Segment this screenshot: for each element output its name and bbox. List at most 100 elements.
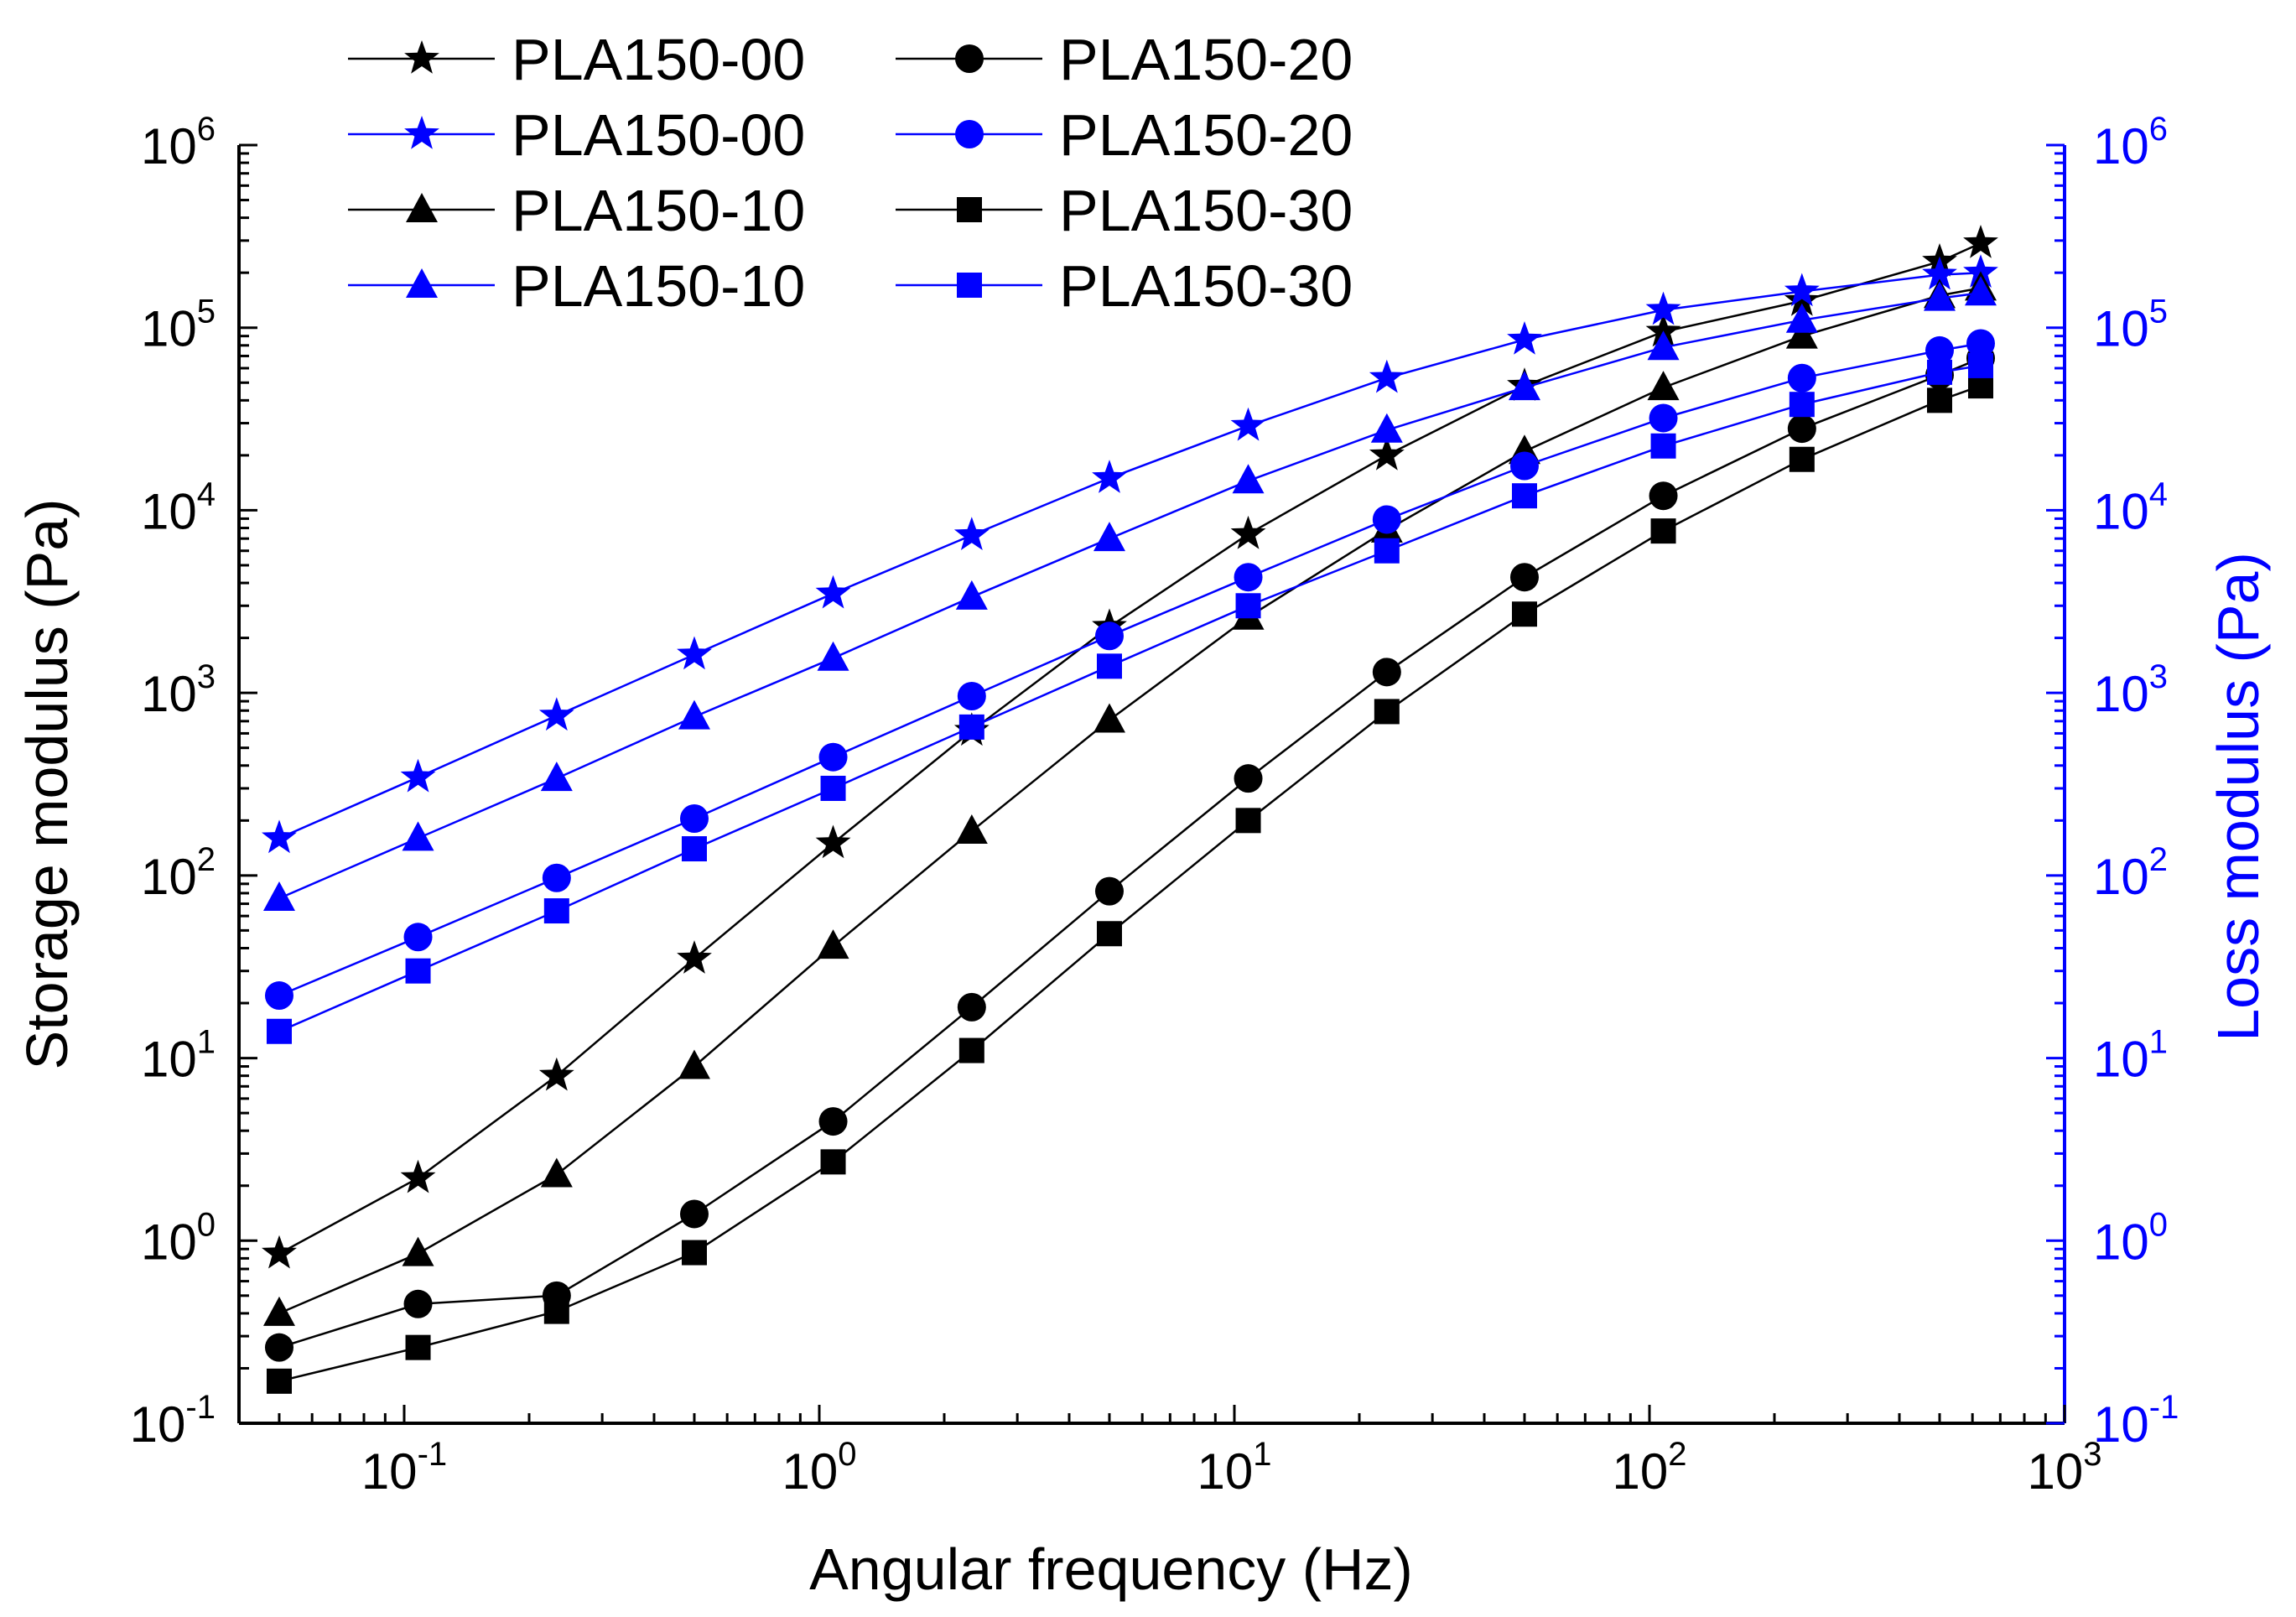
data-point-square xyxy=(543,1298,569,1324)
data-point-square xyxy=(1096,921,1122,947)
y2-tick-base: 10 xyxy=(2093,666,2149,722)
y-tick-exponent: 6 xyxy=(197,111,216,148)
legend-label: PLA150-20 xyxy=(1059,102,1353,168)
y2-tick-base: 10 xyxy=(2093,849,2149,905)
data-point-triangle xyxy=(1647,371,1680,401)
y2-tick-exponent: 0 xyxy=(2149,1206,2168,1243)
data-point-square xyxy=(1235,593,1261,619)
x-tick-exponent: 0 xyxy=(838,1436,856,1473)
data-point-star xyxy=(400,1159,436,1193)
legend-item: PLA150-30 xyxy=(896,253,1353,319)
data-point-square xyxy=(958,714,984,740)
data-point-triangle xyxy=(540,1157,573,1188)
series-line xyxy=(278,342,1982,997)
series-line xyxy=(278,357,1982,1349)
data-point-circle xyxy=(1234,563,1263,592)
data-point-star xyxy=(1230,515,1266,549)
legend-label: PLA150-10 xyxy=(512,253,805,319)
y-tick-label: 106 xyxy=(141,111,216,174)
series-PLA150-30-loss xyxy=(266,352,1993,1044)
y-tick-base: 10 xyxy=(141,483,197,539)
data-point-star xyxy=(1963,225,1998,258)
y2-tick-base: 10 xyxy=(2093,483,2149,539)
data-point-star xyxy=(815,824,851,859)
data-point-star xyxy=(1092,460,1127,493)
y2-tick-label: 103 xyxy=(2093,658,2168,722)
series-line xyxy=(278,292,1982,900)
data-point-triangle xyxy=(1093,522,1125,552)
data-point-circle xyxy=(403,1289,433,1318)
data-point-circle xyxy=(1509,563,1539,592)
series-layer xyxy=(262,225,1998,1394)
y-tick-label: 101 xyxy=(141,1024,216,1088)
y-tick-label: 103 xyxy=(141,658,216,722)
data-point-circle xyxy=(957,682,986,711)
series-PLA150-10-storage xyxy=(262,271,1997,1326)
data-point-star xyxy=(262,1235,297,1269)
data-point-triangle xyxy=(1232,464,1265,494)
y2-tick-label: 105 xyxy=(2093,294,2168,357)
legend-item: PLA150-10 xyxy=(348,253,805,319)
data-point-square xyxy=(266,1018,292,1044)
legend-marker-circle xyxy=(955,44,984,73)
legend-label: PLA150-30 xyxy=(1059,178,1353,243)
data-point-triangle xyxy=(402,821,434,851)
y2-tick-exponent: 1 xyxy=(2149,1024,2168,1061)
data-point-circle xyxy=(1787,414,1816,444)
data-point-star xyxy=(1645,313,1681,347)
data-point-triangle xyxy=(262,881,295,912)
data-point-square xyxy=(1789,446,1815,472)
y-tick-label: 10-1 xyxy=(130,1389,216,1453)
legend: PLA150-00 PLA150-00 PLA150-10 PLA150-10 PLA1… xyxy=(348,27,1353,319)
y-tick-label: 100 xyxy=(141,1206,216,1270)
y-tick-base: 10 xyxy=(141,1214,197,1270)
y2-tick-base: 10 xyxy=(2093,1214,2149,1270)
legend-marker-triangle xyxy=(406,268,438,298)
y2-tick-base: 10 xyxy=(2093,301,2149,357)
data-point-triangle xyxy=(540,762,573,792)
y-tick-base: 10 xyxy=(141,849,197,905)
series-PLA150-00-loss xyxy=(262,254,1998,854)
y-tick-base: 10 xyxy=(141,301,197,357)
data-point-circle xyxy=(957,992,986,1022)
x-tick-label: 102 xyxy=(1612,1436,1686,1500)
data-point-triangle xyxy=(817,929,849,959)
series-PLA150-20-loss xyxy=(264,329,1995,1011)
data-point-star xyxy=(1507,321,1542,355)
data-point-star xyxy=(1963,254,1998,288)
data-point-circle xyxy=(818,1107,848,1136)
data-point-star xyxy=(1922,256,1957,290)
y2-tick-exponent: 3 xyxy=(2149,658,2168,695)
data-point-star xyxy=(815,575,851,609)
data-point-square xyxy=(1967,352,1993,378)
data-point-square xyxy=(1789,392,1815,418)
data-point-square xyxy=(266,1368,292,1394)
data-point-circle xyxy=(1509,451,1539,481)
legend-label: PLA150-00 xyxy=(512,27,805,92)
data-point-star xyxy=(953,517,990,550)
legend-item: PLA150-00 xyxy=(348,27,805,92)
legend-marker-square xyxy=(957,273,982,298)
data-point-star xyxy=(1369,436,1405,471)
axes-frame xyxy=(237,145,2066,1425)
x-tick-exponent: 2 xyxy=(1668,1436,1686,1473)
data-point-triangle xyxy=(402,1236,434,1266)
y-tick-label: 102 xyxy=(141,841,216,905)
data-point-circle xyxy=(1372,505,1401,534)
data-point-star xyxy=(1784,273,1820,307)
x-tick-label: 103 xyxy=(2028,1436,2102,1500)
data-point-circle xyxy=(1234,764,1263,793)
data-point-triangle xyxy=(1093,703,1125,733)
series-line xyxy=(278,364,1982,1032)
legend-marker-star xyxy=(404,116,439,149)
data-point-square xyxy=(681,836,707,862)
y-tick-exponent: 3 xyxy=(197,658,216,695)
data-point-star xyxy=(1230,407,1266,441)
y-tick-exponent: 1 xyxy=(197,1024,216,1061)
legend-item: PLA150-30 xyxy=(896,178,1353,243)
y2-tick-label: 104 xyxy=(2093,476,2168,539)
data-point-square xyxy=(1926,359,1952,385)
